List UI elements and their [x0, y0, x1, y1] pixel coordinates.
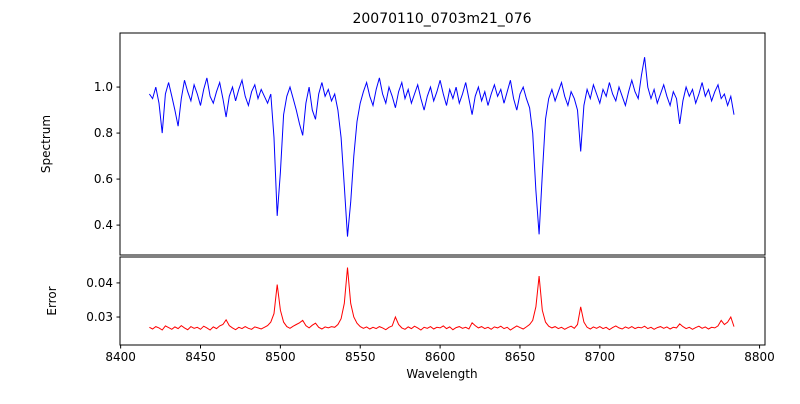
spectrum-y-axis-label: Spectrum: [39, 115, 53, 173]
x-axis-label: Wavelength: [406, 367, 477, 381]
error-y-axis-label: Error: [45, 286, 59, 315]
x-tick-label: 8700: [585, 350, 616, 364]
x-tick-label: 8650: [505, 350, 536, 364]
spectrum-y-tick-label: 0.4: [94, 218, 113, 232]
chart-title: 20070110_0703m21_076: [352, 11, 531, 27]
spectrum-y-tick-label: 0.8: [94, 126, 113, 140]
x-tick-label: 8600: [425, 350, 456, 364]
spectrum-y-tick-label: 0.6: [94, 172, 113, 186]
spectrum-y-tick-label: 1.0: [94, 80, 113, 94]
error-plot-border: [119, 256, 766, 346]
spectrum-plot-border: [119, 32, 766, 256]
spectrum-line: [148, 57, 735, 237]
x-tick-label: 8550: [345, 350, 376, 364]
error-y-tick-label: 0.03: [86, 310, 113, 324]
error-line: [149, 267, 735, 331]
x-tick-label: 8750: [664, 350, 695, 364]
error-y-tick-label: 0.04: [86, 276, 113, 290]
axis-ticks: 0.4 0.6 0.8 1.0 0.03 0.04 8400 8450 8500 8550 8600…: [86, 80, 775, 364]
x-tick-label: 8800: [744, 350, 775, 364]
x-tick-label: 8400: [105, 350, 136, 364]
x-tick-label: 8500: [265, 350, 296, 364]
x-tick-label: 8450: [185, 350, 216, 364]
